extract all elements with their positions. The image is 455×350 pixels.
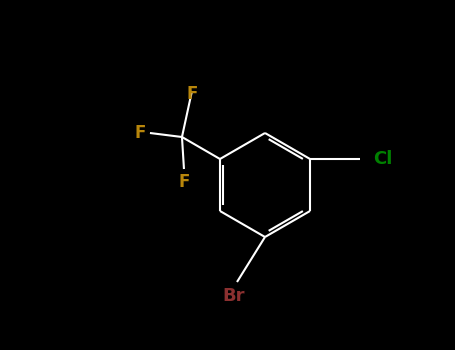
Text: Br: Br [223,287,245,305]
Text: F: F [186,85,197,103]
Text: F: F [178,173,190,191]
Text: F: F [134,124,146,142]
Text: Cl: Cl [373,150,392,168]
